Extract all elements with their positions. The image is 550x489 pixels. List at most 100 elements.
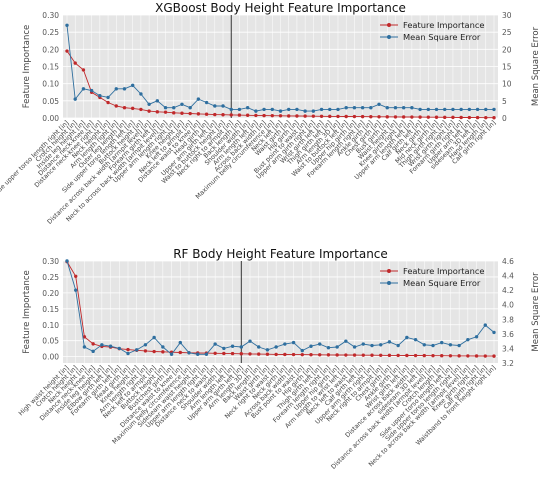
data-point: [370, 343, 374, 348]
data-point: [352, 353, 357, 357]
data-point: [352, 114, 357, 119]
data-point: [245, 106, 250, 110]
data-point: [262, 113, 266, 118]
data-point: [344, 353, 348, 357]
data-point: [229, 113, 233, 117]
data-point: [344, 106, 348, 110]
y-tick-label-left: 0.00: [42, 353, 59, 362]
y-tick-label-right: 4.6: [502, 257, 514, 266]
data-point: [287, 107, 291, 112]
data-point: [300, 352, 304, 357]
data-point: [393, 115, 398, 119]
data-point: [274, 352, 278, 357]
data-point: [467, 107, 472, 112]
data-point: [291, 340, 296, 345]
data-point: [65, 23, 69, 27]
data-point: [303, 109, 307, 113]
data-point: [161, 345, 165, 349]
data-point: [418, 115, 422, 119]
data-point: [422, 353, 426, 358]
data-point: [295, 114, 299, 118]
data-point: [467, 115, 472, 120]
y-tick-label-right: 4.4: [502, 272, 514, 281]
data-point: [410, 106, 414, 110]
y-tick-label-left: 0.20: [42, 289, 59, 298]
data-point: [377, 102, 381, 106]
data-point: [448, 354, 453, 358]
data-point: [336, 107, 340, 112]
y-axis-label-right: Mean Square Error: [531, 272, 541, 352]
data-point: [73, 61, 77, 65]
legend: Feature Importance Mean Square Error: [380, 266, 485, 288]
data-point: [254, 113, 258, 118]
data-point: [65, 49, 69, 53]
data-point: [387, 353, 392, 358]
data-point: [213, 104, 217, 108]
data-point: [213, 342, 217, 346]
data-point: [172, 106, 176, 110]
data-point: [385, 115, 389, 119]
data-point: [82, 345, 87, 349]
data-point: [377, 115, 381, 119]
data-point: [143, 349, 148, 353]
data-point: [239, 352, 243, 356]
data-point: [434, 115, 439, 119]
data-point: [237, 107, 242, 112]
data-point: [475, 115, 480, 120]
y-tick-label-left: 0.00: [42, 114, 59, 123]
legend-label: Feature Importance: [403, 266, 485, 276]
data-point: [492, 354, 496, 358]
data-point: [265, 352, 270, 356]
data-point: [108, 344, 113, 348]
data-point: [474, 335, 479, 339]
data-point: [169, 352, 174, 356]
data-point: [361, 342, 365, 346]
y-tick-label-left: 0.05: [42, 337, 59, 346]
data-point: [248, 352, 252, 356]
data-point: [483, 323, 487, 327]
data-point: [91, 349, 95, 354]
y-tick-label-left: 0.15: [42, 305, 59, 314]
data-point: [237, 113, 242, 117]
data-point: [152, 335, 156, 340]
data-point: [352, 106, 357, 110]
data-point: [287, 114, 291, 118]
data-point: [222, 346, 226, 351]
data-point: [309, 353, 313, 357]
chart-panel-2: 0.00 0.05 0.10 0.15 0.20 0.25 0.30 3.2 3.4 3.6 3.8…: [18, 247, 541, 471]
data-point: [370, 353, 374, 357]
data-point: [335, 345, 339, 349]
data-point: [126, 351, 130, 356]
data-point: [178, 340, 182, 345]
data-point: [163, 110, 168, 114]
data-point: [230, 351, 235, 356]
data-point: [65, 259, 69, 263]
data-point: [213, 351, 217, 355]
data-point: [196, 352, 200, 356]
data-point: [344, 114, 348, 119]
chart-panel-1: 0.00 0.05 0.10 0.15 0.20 0.25 0.30 0 5 10 15 20 25 30…: [0, 1, 541, 226]
data-point: [360, 114, 365, 119]
data-point: [152, 349, 156, 354]
data-point: [352, 345, 357, 349]
data-point: [114, 104, 118, 108]
y-tick-label-right: 15: [502, 63, 512, 72]
data-point: [155, 110, 160, 114]
data-point: [396, 343, 400, 348]
data-point: [139, 107, 143, 112]
y-tick-label-left: 0.30: [42, 257, 59, 266]
y-tick-label-left: 0.10: [42, 321, 59, 330]
data-point: [262, 107, 266, 112]
data-point: [106, 95, 110, 100]
data-point: [265, 348, 270, 352]
y-tick-label-left: 0.05: [42, 97, 59, 106]
y-tick-label-right: 3.4: [502, 344, 514, 353]
data-point: [474, 354, 479, 358]
y-tick-label-right: 25: [502, 28, 512, 37]
data-point: [100, 343, 104, 347]
data-point: [311, 109, 316, 113]
data-point: [106, 100, 110, 105]
legend-marker: [387, 35, 391, 39]
data-point: [213, 112, 217, 117]
data-point: [122, 87, 127, 91]
